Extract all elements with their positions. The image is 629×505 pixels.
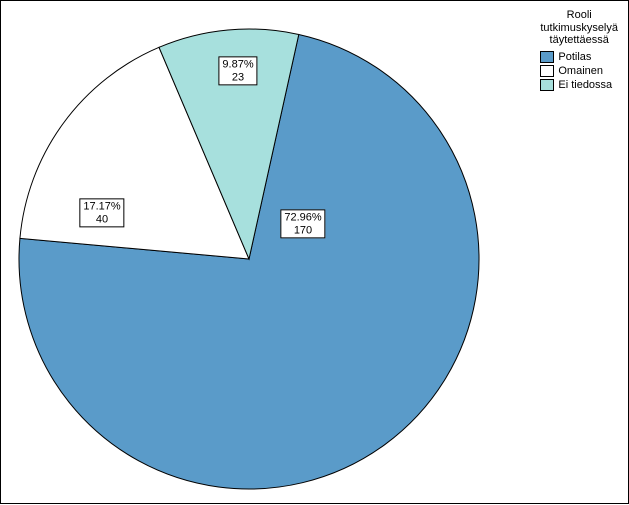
legend-title-line3: täytettäessä xyxy=(540,34,618,47)
legend-title-line2: tutkimuskyselyä xyxy=(540,22,618,35)
slice-percent-potilas: 72.96% xyxy=(284,211,321,224)
legend-title: Rooli tutkimuskyselyä täytettäessä xyxy=(540,9,618,47)
pie-chart xyxy=(1,1,629,505)
slice-count-eitiedossa: 23 xyxy=(222,71,253,84)
pie-chart-container: Rooli tutkimuskyselyä täytettäessä Potil… xyxy=(0,0,629,504)
slice-percent-eitiedossa: 9.87% xyxy=(222,58,253,71)
legend-item-potilas: Potilas xyxy=(540,51,618,63)
legend-item-eitiedossa: Ei tiedossa xyxy=(540,79,618,91)
legend-swatch-potilas xyxy=(540,51,554,63)
legend-title-line1: Rooli xyxy=(540,9,618,22)
slice-percent-omainen: 17.17% xyxy=(83,200,120,213)
legend-label-eitiedossa: Ei tiedossa xyxy=(558,79,612,91)
legend: Rooli tutkimuskyselyä täytettäessä Potil… xyxy=(540,9,618,93)
slice-label-potilas: 72.96% 170 xyxy=(280,209,325,238)
slice-label-eitiedossa: 9.87% 23 xyxy=(218,56,257,85)
slice-count-potilas: 170 xyxy=(284,224,321,237)
legend-label-potilas: Potilas xyxy=(558,51,591,63)
legend-item-omainen: Omainen xyxy=(540,65,618,77)
legend-label-omainen: Omainen xyxy=(558,65,603,77)
slice-count-omainen: 40 xyxy=(83,213,120,226)
legend-swatch-omainen xyxy=(540,65,554,77)
slice-label-omainen: 17.17% 40 xyxy=(79,198,124,227)
legend-swatch-eitiedossa xyxy=(540,79,554,91)
